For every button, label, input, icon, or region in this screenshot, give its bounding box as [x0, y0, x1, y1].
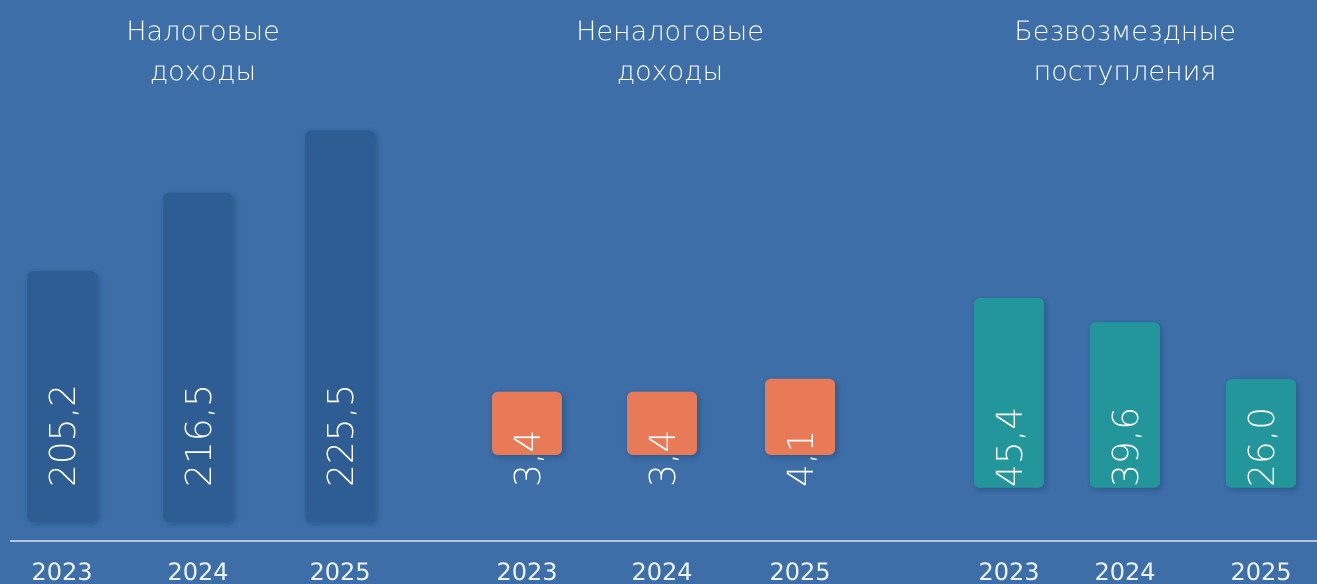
bar	[1090, 322, 1160, 488]
x-tick-label: 2025	[309, 558, 370, 584]
x-tick-label: 2024	[167, 558, 228, 584]
bar	[492, 391, 562, 455]
bar	[163, 192, 233, 522]
group-title: поступления	[1034, 56, 1217, 87]
value-label: 39,6	[1106, 407, 1147, 487]
value-label: 216,5	[179, 384, 220, 487]
bar	[765, 378, 835, 455]
group-title: доходы	[617, 56, 723, 87]
value-label: 26,0	[1242, 407, 1283, 487]
x-tick-label: 2023	[31, 558, 92, 584]
group-title: Неналоговые	[576, 16, 764, 47]
bar	[627, 391, 697, 455]
x-tick-label: 2024	[1094, 558, 1155, 584]
x-tick-label: 2024	[631, 558, 692, 584]
value-label: 225,5	[321, 384, 362, 487]
group-title: Безвозмездные	[1014, 16, 1235, 47]
value-label: 45,4	[990, 407, 1031, 487]
group-title: доходы	[150, 56, 256, 87]
x-tick-label: 2025	[769, 558, 830, 584]
value-label: 3,4	[508, 430, 549, 487]
value-label: 4,1	[781, 430, 822, 487]
bar	[305, 130, 375, 522]
x-tick-label: 2023	[496, 558, 557, 584]
bar	[974, 298, 1044, 488]
bar	[27, 271, 97, 522]
x-tick-label: 2023	[978, 558, 1039, 584]
group-title: Налоговые	[126, 16, 280, 47]
value-label: 3,4	[643, 430, 684, 487]
value-label: 205,2	[43, 384, 84, 487]
bar	[1226, 379, 1296, 488]
x-tick-label: 2025	[1230, 558, 1291, 584]
